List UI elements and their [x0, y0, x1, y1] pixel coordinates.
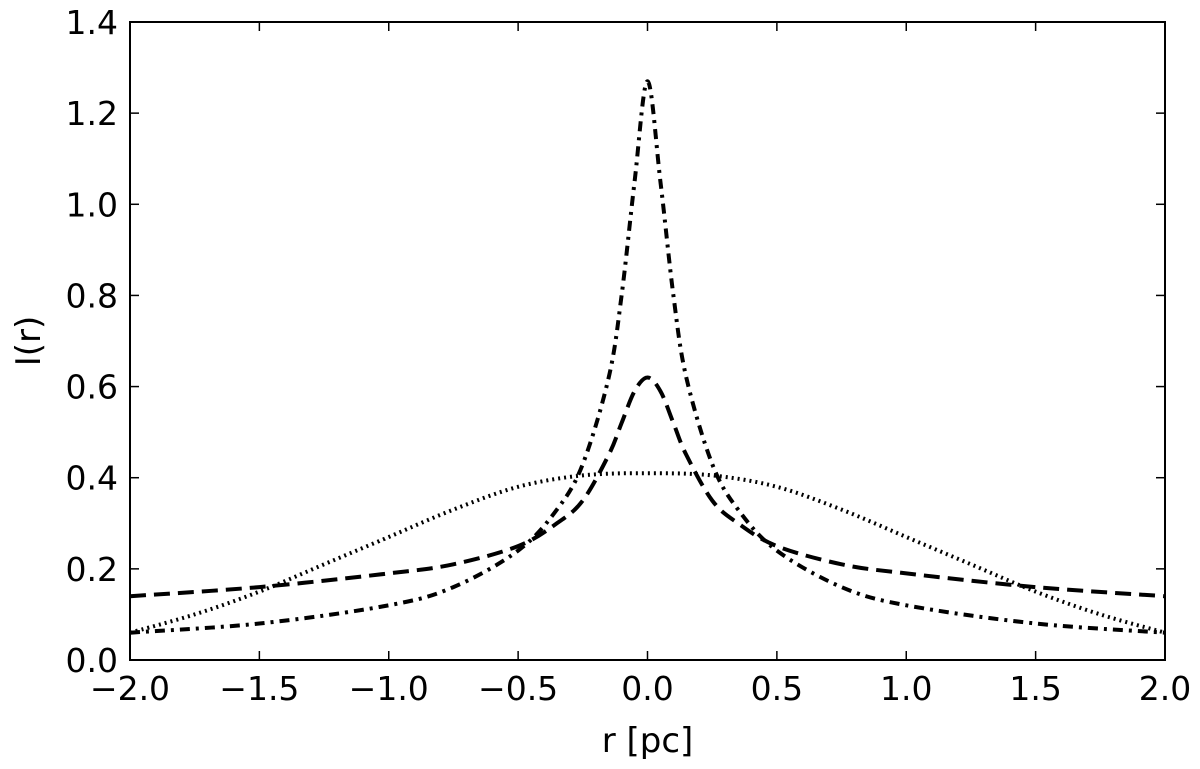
y-tick-label: 0.0 — [66, 641, 118, 680]
series-layer — [129, 79, 1166, 635]
x-axis-ticks: −2.0 −1.5 −1.0 −0.5 0.0 0.5 1.0 1.5 2.0 — [90, 22, 1191, 708]
x-tick-label: 1.0 — [880, 669, 932, 708]
x-tick-label: 0.0 — [621, 669, 673, 708]
y-tick-label: 1.4 — [66, 3, 118, 42]
x-tick-label: 1.5 — [1009, 669, 1061, 708]
y-tick-label: 1.2 — [66, 94, 118, 133]
x-tick-label: −0.5 — [478, 669, 558, 708]
y-tick-label: 0.2 — [66, 550, 118, 589]
y-tick-label: 0.6 — [66, 368, 118, 407]
y-axis-ticks: 0.0 0.2 0.4 0.6 0.8 1.0 1.2 1.4 — [66, 3, 1165, 680]
x-tick-label: −1.0 — [349, 669, 429, 708]
x-tick-label: 0.5 — [751, 669, 803, 708]
x-tick-label: −1.5 — [219, 669, 299, 708]
plot-frame — [129, 21, 1166, 661]
series-line-dashed — [129, 375, 1166, 599]
x-tick-label: −2.0 — [90, 669, 170, 708]
y-axis-label: I(r) — [9, 316, 49, 367]
x-tick-label: 2.0 — [1139, 669, 1191, 708]
series-line-dash-dot — [129, 79, 1166, 635]
y-tick-label: 0.4 — [66, 459, 118, 498]
y-tick-label: 1.0 — [66, 185, 118, 224]
y-tick-label: 0.8 — [66, 276, 118, 315]
x-axis-label: r [pc] — [602, 721, 694, 761]
series-line-dotted — [129, 471, 1166, 635]
